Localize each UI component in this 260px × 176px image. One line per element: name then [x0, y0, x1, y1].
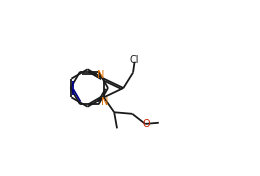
- Text: N: N: [101, 97, 108, 107]
- Text: Cl: Cl: [130, 55, 139, 65]
- Text: O: O: [142, 119, 150, 129]
- Text: N: N: [97, 70, 104, 80]
